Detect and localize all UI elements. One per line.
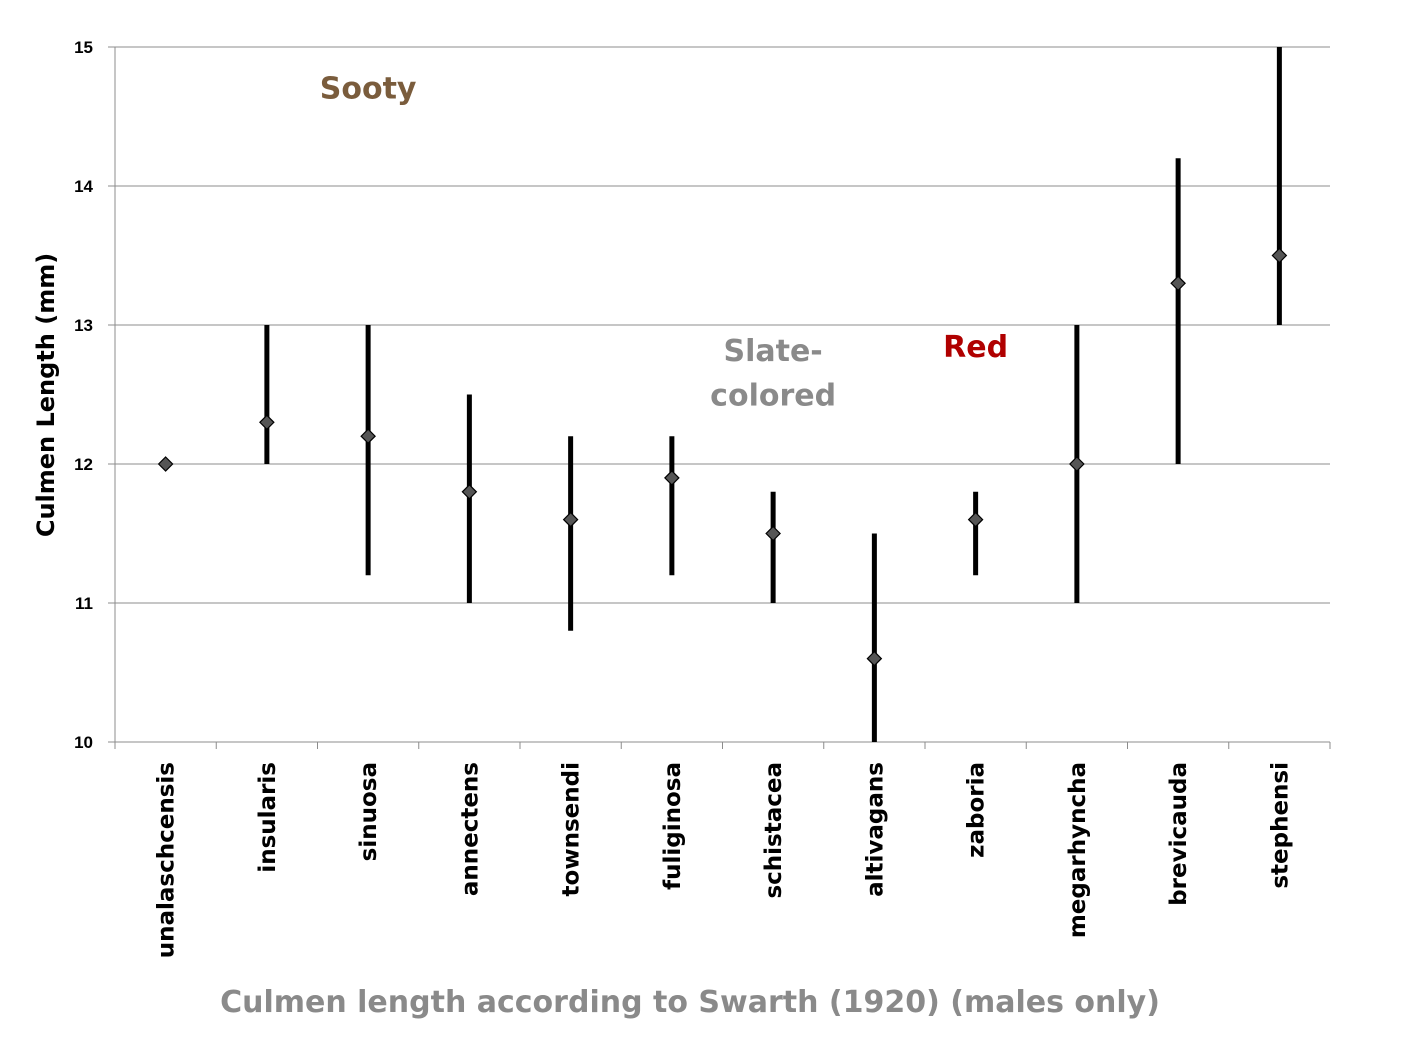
mean-marker (259, 414, 275, 431)
annotation-label: Sooty (320, 71, 417, 106)
y-tick-label: 15 (74, 38, 93, 57)
mean-marker (866, 650, 883, 667)
mean-marker (461, 483, 478, 500)
mean-marker (562, 511, 579, 528)
x-tick-label: brevicauda (1166, 762, 1192, 906)
x-tick-label: townsendi (559, 762, 585, 896)
y-tick-label: 14 (74, 177, 93, 196)
annotation-label: colored (710, 379, 836, 414)
x-tick-label: insularis (255, 762, 281, 873)
mean-marker (1170, 275, 1186, 292)
x-tick-label: annectens (457, 762, 483, 896)
x-tick-label: schistacea (761, 762, 787, 899)
y-tick-label: 10 (74, 733, 93, 752)
x-tick-label: fuliginosa (660, 762, 686, 890)
x-tick-label: unalaschcensis (154, 762, 180, 958)
x-tick-label: zaboria (964, 762, 990, 858)
x-tick-label: altivagans (862, 762, 888, 897)
annotation-label: Red (943, 330, 1008, 365)
x-tick-label: stephensi (1267, 762, 1293, 889)
data-marks (157, 47, 1288, 742)
mean-marker (360, 428, 376, 445)
y-tick-label: 11 (75, 594, 93, 613)
mean-marker (1069, 456, 1085, 472)
x-axis-label: Culmen length according to Swarth (1920)… (220, 985, 1160, 1020)
mean-marker (664, 470, 680, 486)
mean-marker (765, 525, 781, 542)
grid-lines (115, 46, 1330, 604)
annotation-label: Slate- (723, 334, 822, 369)
y-tick-label: 12 (74, 455, 93, 474)
mean-marker (967, 511, 984, 528)
mean-marker (1271, 247, 1288, 264)
x-tick-label: sinuosa (356, 762, 382, 861)
mean-marker (157, 456, 174, 472)
x-tick-label: megarhyncha (1065, 762, 1091, 938)
axis-labels: Culmen Length (mm) Culmen length accordi… (32, 253, 1160, 1020)
y-tick-label: 13 (74, 316, 93, 335)
axes: 10 11 12 13 14 15 unalaschcensis insularis sinuo… (74, 38, 1331, 958)
y-axis-label: Culmen Length (mm) (32, 253, 60, 537)
